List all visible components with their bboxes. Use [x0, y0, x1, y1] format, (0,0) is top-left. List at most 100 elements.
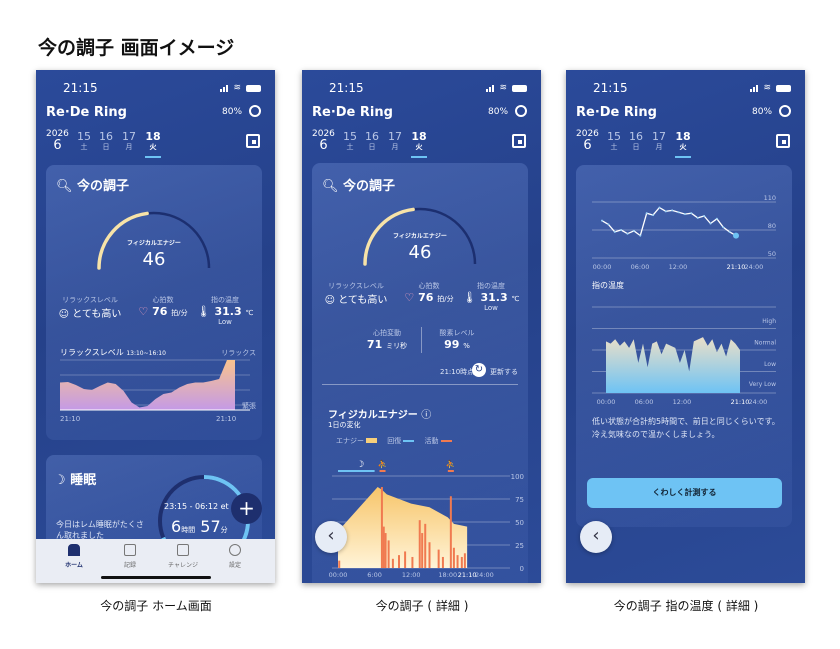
back-button[interactable]: ‹	[580, 521, 612, 553]
refresh-icon[interactable]: ↻	[472, 363, 486, 377]
nav-challenge[interactable]: チャレンジ	[158, 544, 208, 569]
heart-rate-point	[601, 219, 603, 222]
home-indicator	[101, 576, 211, 579]
relax-chart	[60, 359, 250, 411]
info-icon[interactable]: ⓘ	[421, 410, 432, 421]
month: 6	[53, 138, 62, 153]
y-tick-label: 50	[515, 519, 524, 527]
thermometer-icon: 🌡	[462, 291, 477, 304]
energy-title: フィジカルエナジー ⓘ	[328, 410, 432, 421]
nav-settings[interactable]: 設定	[210, 544, 260, 569]
smile-icon: ☺	[324, 295, 336, 306]
metrics-row: リラックスレベル ☺ とても高い 心拍数 ♡ 76 拍/分 指の温度 🌡 31.3 ℃…	[316, 281, 526, 321]
date-tab-16[interactable]: 16 日	[99, 130, 113, 151]
activity-bar	[418, 520, 421, 568]
energy-chart: 100 75 50 25 0 ☽ ⛹ ⛹ 00:00 6:00 12:00 18:00 21:1024:…	[329, 459, 524, 578]
activity-bar	[384, 533, 387, 568]
x-tick-label: 24:00	[749, 398, 768, 406]
heart-rate-point	[652, 214, 655, 217]
status-time: 21:15	[63, 81, 98, 95]
activity-bar	[398, 555, 400, 568]
condition-card[interactable]: 🔍︎ 今の調子 フィジカルエナジー 46 リラックスレベル ☺ とても高い 心拍数…	[46, 165, 262, 440]
year: 2026	[312, 129, 335, 139]
heart-rate-point	[715, 217, 718, 220]
energy-subtitle: 1日の変化	[328, 421, 361, 429]
activity-bar	[424, 523, 427, 568]
face-search-icon: 🔍︎	[56, 179, 73, 194]
date-tab-15[interactable]: 15 土	[343, 130, 357, 151]
legend-recovery: 回復	[387, 436, 415, 446]
energy-legend: エナジー 回復 活動	[336, 436, 452, 446]
caption-detail: 今の調子 ( 詳細 )	[375, 599, 469, 613]
year: 2026	[46, 129, 69, 139]
temp-summary: 低い状態が合計約5時間で、前日と同じくらいです。 冷え気味なので温かくしましょう。	[592, 417, 780, 439]
date-tab-16[interactable]: 16 日	[365, 130, 379, 151]
ring-battery: 80%	[752, 107, 773, 117]
finger-temp-metric: 指の温度 🌡 31.3 ℃ Low	[196, 296, 254, 326]
condition-detail-card[interactable]: 🔍︎ 今の調子 フィジカルエナジー 46 リラックスレベル ☺ とても高い 心拍数…	[312, 163, 528, 583]
calendar-icon[interactable]	[512, 134, 526, 148]
month: 6	[319, 138, 328, 153]
back-button[interactable]: ‹	[315, 521, 347, 553]
activity-bar	[452, 547, 455, 568]
level-label: Very Low	[749, 381, 776, 388]
x-tick-label: 06:00	[635, 398, 654, 406]
nav-records[interactable]: 記録	[105, 544, 155, 569]
heart-rate-point	[626, 232, 629, 235]
x-tick-label: 21:10	[731, 398, 750, 406]
activity-bar	[449, 496, 452, 568]
gauge-fill	[97, 211, 149, 270]
refresh-button[interactable]: 更新する	[490, 368, 518, 376]
date-tab-18[interactable]: 18 火	[411, 130, 427, 151]
selected-date-indicator	[411, 156, 427, 158]
sleep-heading: ☽ 睡眠	[54, 473, 97, 488]
relax-x-start: 21:10	[60, 415, 81, 423]
heart-icon: ♡	[404, 291, 415, 304]
relax-x-end: 21:10	[216, 415, 237, 423]
heart-rate-metric: 心拍数 ♡ 76 拍/分	[404, 282, 454, 304]
home-icon	[68, 544, 80, 556]
legend-energy: エナジー	[336, 436, 378, 446]
gauge-label: フィジカルエナジー	[127, 240, 181, 247]
y-tick-label: 80	[768, 222, 776, 230]
moon-icon: ☽	[54, 473, 66, 488]
ring-battery: 80%	[222, 107, 243, 117]
nav-home[interactable]: ホーム	[49, 544, 99, 569]
activity-bar	[380, 487, 383, 568]
finger-temp-card[interactable]: 110 80 50 00:00 06:00 12:00 21:10 24:00 指の温度 Hi…	[576, 165, 792, 527]
calendar-icon[interactable]	[246, 134, 260, 148]
smile-icon: ☺	[58, 309, 70, 320]
signal-icon	[486, 84, 495, 92]
metric-divider	[421, 327, 422, 353]
caption-finger-temp: 今の調子 指の温度 ( 詳細 )	[613, 599, 759, 613]
temp-title: 指の温度	[592, 281, 624, 290]
measure-detail-button[interactable]: くわしく計測する	[587, 478, 782, 508]
date-tab-18[interactable]: 18 火	[675, 130, 691, 151]
add-button[interactable]: +	[231, 493, 262, 524]
status-icons: ≋	[750, 83, 791, 93]
app-brand: Re·De Ring	[46, 105, 127, 120]
as-of-time: 21:10時点	[440, 368, 475, 376]
date-year-month: 2026 6	[576, 129, 599, 153]
date-tab-17[interactable]: 17 月	[388, 130, 402, 151]
heart-rate-point	[613, 230, 616, 233]
date-tab-18[interactable]: 18 火	[145, 130, 161, 151]
date-tab-15[interactable]: 15 土	[607, 130, 621, 151]
date-tab-16[interactable]: 16 日	[629, 130, 643, 151]
calendar-icon[interactable]	[776, 134, 790, 148]
energy-gauge	[97, 211, 211, 270]
level-label: Low	[764, 361, 776, 368]
date-tab-17[interactable]: 17 月	[652, 130, 666, 151]
level-label: Normal	[754, 340, 776, 347]
relax-chart-title: リラックスレベル 13:10~16:10	[60, 348, 166, 357]
date-tab-15[interactable]: 15 土	[77, 130, 91, 151]
app-brand: Re·De Ring	[312, 105, 393, 120]
activity-bar	[421, 533, 424, 568]
date-tab-17[interactable]: 17 月	[122, 130, 136, 151]
heart-rate-point	[709, 222, 712, 225]
energy-gauge	[363, 207, 477, 266]
status-time: 21:15	[329, 81, 364, 95]
year: 2026	[576, 129, 599, 139]
finger-temp-metric: 指の温度 🌡 31.3 ℃ Low	[462, 282, 520, 312]
heart-rate-point	[677, 211, 680, 214]
